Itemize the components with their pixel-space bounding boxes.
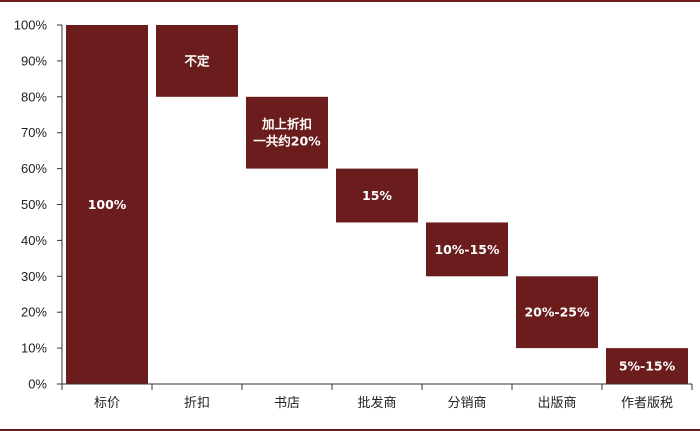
bar-label-3: 15% bbox=[362, 188, 392, 203]
y-tick-label-7: 70% bbox=[21, 125, 47, 140]
bar-label-6: 5%-15% bbox=[619, 359, 676, 374]
y-tick-label-3: 30% bbox=[21, 269, 47, 284]
bar-3 bbox=[336, 168, 418, 223]
x-tick-label-5: 出版商 bbox=[537, 396, 576, 411]
bar-label-5: 20%-25% bbox=[524, 305, 590, 320]
bar-label-2-line-1: 一共约20% bbox=[253, 134, 321, 149]
y-tick-label-4: 40% bbox=[21, 233, 47, 248]
x-tick-label-4: 分销商 bbox=[447, 396, 486, 411]
y-tick-label-6: 60% bbox=[21, 161, 47, 176]
y-tick-label-0: 0% bbox=[28, 377, 47, 392]
y-tick-label-8: 80% bbox=[21, 89, 47, 104]
y-tick-label-2: 20% bbox=[21, 305, 47, 320]
bar-label-0: 100% bbox=[88, 197, 127, 212]
bar-2 bbox=[246, 96, 328, 169]
bar-label-4: 10%-15% bbox=[434, 242, 500, 257]
bar-label-1: 不定 bbox=[184, 53, 210, 68]
x-tick-label-0: 标价 bbox=[94, 396, 120, 411]
bar-1 bbox=[156, 25, 238, 97]
bar-4 bbox=[426, 222, 508, 277]
x-tick-label-6: 作者版税 bbox=[621, 396, 673, 411]
y-tick-label-9: 90% bbox=[21, 53, 47, 68]
x-tick-label-1: 折扣 bbox=[184, 396, 210, 411]
bar-5 bbox=[516, 276, 598, 349]
axes-group: 标价 折扣 书店 批发商 分销商 出版商 作者版税 0% 10% 20% 30% 40% 50% 60% 7… bbox=[14, 18, 693, 411]
y-tick-label-5: 50% bbox=[21, 197, 47, 212]
bar-0 bbox=[66, 25, 148, 384]
bar-6 bbox=[606, 348, 688, 384]
x-tick-label-2: 书店 bbox=[274, 396, 300, 411]
x-tick-label-3: 批发商 bbox=[357, 395, 396, 411]
y-tick-label-1: 10% bbox=[21, 341, 47, 356]
bar-label-2-line-0: 加上折扣 bbox=[261, 117, 312, 132]
y-tick-label-10: 100% bbox=[14, 18, 48, 33]
